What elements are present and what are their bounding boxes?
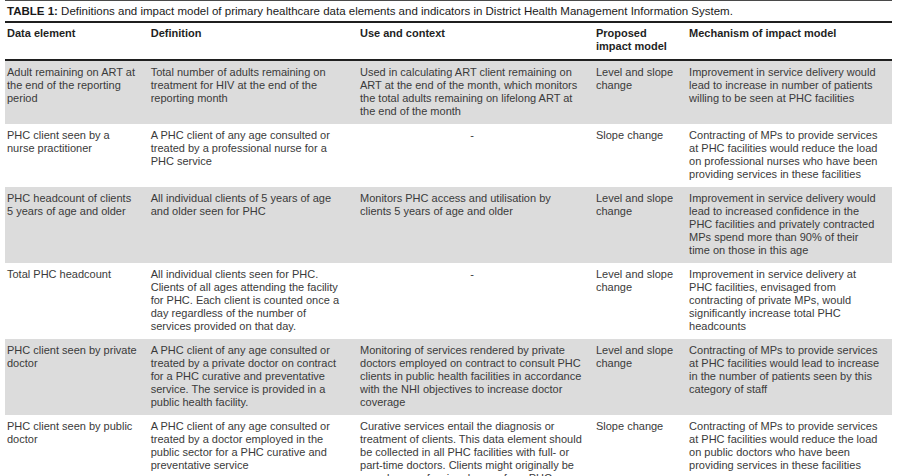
cell-use-and-context: Used in calculating ART client remaining…: [358, 60, 594, 124]
cell-definition: A PHC client of any age consulted or tre…: [149, 339, 358, 415]
cell-use-and-context: -: [358, 124, 594, 187]
column-header-data-element: Data element: [5, 22, 149, 60]
cell-proposed-impact-model: Level and slope change: [594, 60, 687, 124]
table-caption: TABLE 1: Definitions and impact model of…: [5, 0, 892, 21]
cell-proposed-impact-model: Slope change: [594, 124, 687, 187]
table-header-row: Data element Definition Use and context …: [5, 22, 892, 60]
cell-proposed-impact-model: Level and slope change: [594, 339, 687, 415]
cell-proposed-impact-model: Level and slope change: [594, 263, 687, 339]
table-page: TABLE 1: Definitions and impact model of…: [0, 0, 897, 476]
cell-mechanism-of-impact-model: Improvement in service delivery at PHC f…: [687, 263, 892, 339]
table-caption-text: Definitions and impact model of primary …: [61, 5, 733, 17]
table-row: PHC client seen by public doctorA PHC cl…: [5, 415, 892, 476]
cell-proposed-impact-model: Slope change: [594, 415, 687, 476]
column-header-definition: Definition: [149, 22, 358, 60]
cell-definition: A PHC client of any age consulted or tre…: [149, 124, 358, 187]
cell-mechanism-of-impact-model: Contracting of MPs to provide services a…: [687, 415, 892, 476]
definitions-table: Data element Definition Use and context …: [5, 21, 892, 476]
table-row: PHC client seen by private doctorA PHC c…: [5, 339, 892, 415]
table-body: Adult remaining on ART at the end of the…: [5, 60, 892, 476]
cell-data-element: PHC client seen by public doctor: [5, 415, 149, 476]
cell-use-and-context: -: [358, 263, 594, 339]
cell-use-and-context: Monitoring of services rendered by priva…: [358, 339, 594, 415]
column-header-use-and-context: Use and context: [358, 22, 594, 60]
cell-proposed-impact-model: Level and slope change: [594, 187, 687, 263]
table-row: PHC client seen by a nurse practitionerA…: [5, 124, 892, 187]
cell-mechanism-of-impact-model: Improvement in service delivery would le…: [687, 187, 892, 263]
cell-mechanism-of-impact-model: Contracting of MPs to provide services a…: [687, 339, 892, 415]
table-row: Adult remaining on ART at the end of the…: [5, 60, 892, 124]
table-row: PHC headcount of clients 5 years of age …: [5, 187, 892, 263]
column-header-mechanism-of-impact-model: Mechanism of impact model: [687, 22, 892, 60]
cell-definition: All individual clients of 5 years of age…: [149, 187, 358, 263]
cell-data-element: PHC headcount of clients 5 years of age …: [5, 187, 149, 263]
cell-mechanism-of-impact-model: Improvement in service delivery would le…: [687, 60, 892, 124]
cell-definition: All individual clients seen for PHC. Cli…: [149, 263, 358, 339]
cell-use-and-context: Curative services entail the diagnosis o…: [358, 415, 594, 476]
cell-definition: Total number of adults remaining on trea…: [149, 60, 358, 124]
table-caption-label: TABLE 1:: [7, 5, 58, 17]
table-header: Data element Definition Use and context …: [5, 22, 892, 60]
column-header-proposed-impact-model: Proposed impact model: [594, 22, 687, 60]
cell-data-element: PHC client seen by private doctor: [5, 339, 149, 415]
cell-data-element: Total PHC headcount: [5, 263, 149, 339]
table-row: Total PHC headcountAll individual client…: [5, 263, 892, 339]
cell-use-and-context: Monitors PHC access and utilisation by c…: [358, 187, 594, 263]
cell-definition: A PHC client of any age consulted or tre…: [149, 415, 358, 476]
cell-data-element: Adult remaining on ART at the end of the…: [5, 60, 149, 124]
cell-data-element: PHC client seen by a nurse practitioner: [5, 124, 149, 187]
cell-mechanism-of-impact-model: Contracting of MPs to provide services a…: [687, 124, 892, 187]
